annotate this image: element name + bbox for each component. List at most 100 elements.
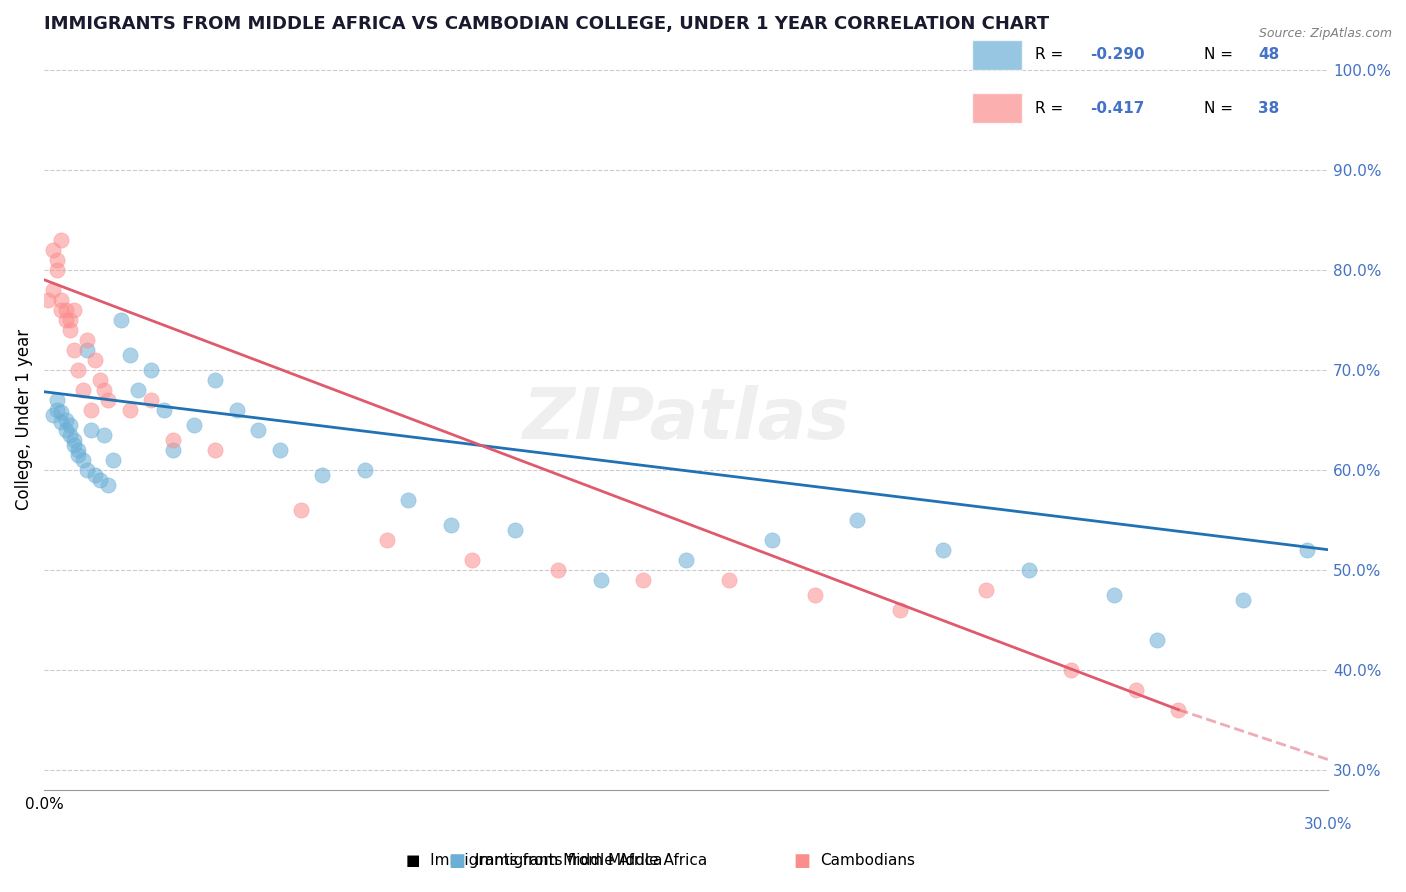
Immigrants from Middle Africa xyxy=(51,405,73,419)
Immigrants from Middle Africa xyxy=(153,402,176,417)
Immigrants from Middle Africa xyxy=(46,392,69,407)
Immigrants from Middle Africa xyxy=(76,463,98,477)
Immigrants from Middle Africa xyxy=(110,312,132,326)
Text: ZIPatlas: ZIPatlas xyxy=(523,385,849,454)
Text: Immigrants from Middle Africa: Immigrants from Middle Africa xyxy=(475,854,707,868)
Text: Cambodians: Cambodians xyxy=(820,854,915,868)
Cambodians xyxy=(803,588,825,602)
Text: R =: R = xyxy=(1035,47,1069,62)
Immigrants from Middle Africa xyxy=(89,473,111,487)
Cambodians xyxy=(51,302,73,317)
FancyBboxPatch shape xyxy=(972,39,1022,70)
Immigrants from Middle Africa xyxy=(183,417,205,432)
Immigrants from Middle Africa xyxy=(225,402,247,417)
Immigrants from Middle Africa xyxy=(589,573,612,587)
Immigrants from Middle Africa xyxy=(1295,542,1317,557)
Immigrants from Middle Africa xyxy=(440,517,463,532)
Immigrants from Middle Africa xyxy=(139,363,162,377)
Immigrants from Middle Africa xyxy=(101,452,124,467)
Cambodians xyxy=(72,383,94,397)
Immigrants from Middle Africa xyxy=(1018,563,1040,577)
Text: -0.290: -0.290 xyxy=(1090,47,1144,62)
Text: 30.0%: 30.0% xyxy=(1303,817,1353,832)
Immigrants from Middle Africa xyxy=(761,533,783,547)
Cambodians xyxy=(375,533,398,547)
Immigrants from Middle Africa xyxy=(1102,588,1125,602)
Immigrants from Middle Africa xyxy=(675,552,697,566)
Cambodians xyxy=(67,363,90,377)
Cambodians xyxy=(46,262,69,277)
Y-axis label: College, Under 1 year: College, Under 1 year xyxy=(15,329,32,510)
Cambodians xyxy=(162,433,184,447)
Cambodians xyxy=(41,283,63,297)
Cambodians xyxy=(55,312,77,326)
Text: IMMIGRANTS FROM MIDDLE AFRICA VS CAMBODIAN COLLEGE, UNDER 1 YEAR CORRELATION CHA: IMMIGRANTS FROM MIDDLE AFRICA VS CAMBODI… xyxy=(44,15,1049,33)
Immigrants from Middle Africa xyxy=(269,442,291,457)
Immigrants from Middle Africa xyxy=(354,463,377,477)
Immigrants from Middle Africa xyxy=(1232,592,1254,607)
Cambodians xyxy=(59,323,82,337)
Cambodians xyxy=(974,582,997,597)
Immigrants from Middle Africa xyxy=(46,402,69,417)
Cambodians xyxy=(139,392,162,407)
Immigrants from Middle Africa xyxy=(1146,632,1168,647)
Immigrants from Middle Africa xyxy=(80,423,103,437)
Immigrants from Middle Africa xyxy=(204,373,226,387)
Cambodians xyxy=(41,243,63,257)
Cambodians xyxy=(1060,663,1083,677)
Immigrants from Middle Africa xyxy=(118,348,141,362)
Cambodians xyxy=(63,343,86,357)
Text: Source: ZipAtlas.com: Source: ZipAtlas.com xyxy=(1258,27,1392,40)
Cambodians xyxy=(80,402,103,417)
Cambodians xyxy=(717,573,740,587)
Immigrants from Middle Africa xyxy=(311,467,333,482)
Cambodians xyxy=(37,293,59,307)
Cambodians xyxy=(51,293,73,307)
Immigrants from Middle Africa xyxy=(67,448,90,462)
Text: ■: ■ xyxy=(449,852,465,870)
Cambodians xyxy=(1167,703,1189,717)
Immigrants from Middle Africa xyxy=(41,408,63,422)
Immigrants from Middle Africa xyxy=(93,427,115,442)
Text: 38: 38 xyxy=(1258,101,1279,116)
Text: ■  Immigrants from Middle Africa: ■ Immigrants from Middle Africa xyxy=(406,854,662,868)
Immigrants from Middle Africa xyxy=(84,467,107,482)
Cambodians xyxy=(1125,682,1147,697)
Text: N =: N = xyxy=(1204,47,1237,62)
Immigrants from Middle Africa xyxy=(162,442,184,457)
Immigrants from Middle Africa xyxy=(127,383,149,397)
Cambodians xyxy=(55,302,77,317)
Cambodians xyxy=(76,333,98,347)
Immigrants from Middle Africa xyxy=(932,542,955,557)
Immigrants from Middle Africa xyxy=(846,513,869,527)
Immigrants from Middle Africa xyxy=(55,413,77,427)
Cambodians xyxy=(97,392,120,407)
Cambodians xyxy=(93,383,115,397)
Text: ■: ■ xyxy=(793,852,810,870)
Immigrants from Middle Africa xyxy=(503,523,526,537)
Immigrants from Middle Africa xyxy=(59,417,82,432)
Immigrants from Middle Africa xyxy=(55,423,77,437)
Cambodians xyxy=(633,573,655,587)
Cambodians xyxy=(461,552,484,566)
Text: -0.417: -0.417 xyxy=(1090,101,1144,116)
Immigrants from Middle Africa xyxy=(76,343,98,357)
Immigrants from Middle Africa xyxy=(72,452,94,467)
Cambodians xyxy=(46,252,69,267)
Cambodians xyxy=(84,352,107,367)
Immigrants from Middle Africa xyxy=(59,427,82,442)
Cambodians xyxy=(889,602,911,616)
Immigrants from Middle Africa xyxy=(396,492,419,507)
Text: N =: N = xyxy=(1204,101,1237,116)
Immigrants from Middle Africa xyxy=(51,415,73,429)
Cambodians xyxy=(290,502,312,516)
FancyBboxPatch shape xyxy=(972,93,1022,123)
Cambodians xyxy=(89,373,111,387)
Immigrants from Middle Africa xyxy=(63,433,86,447)
Immigrants from Middle Africa xyxy=(63,438,86,452)
Cambodians xyxy=(547,563,569,577)
Cambodians xyxy=(204,442,226,457)
Cambodians xyxy=(51,233,73,247)
Immigrants from Middle Africa xyxy=(67,442,90,457)
Text: 48: 48 xyxy=(1258,47,1279,62)
